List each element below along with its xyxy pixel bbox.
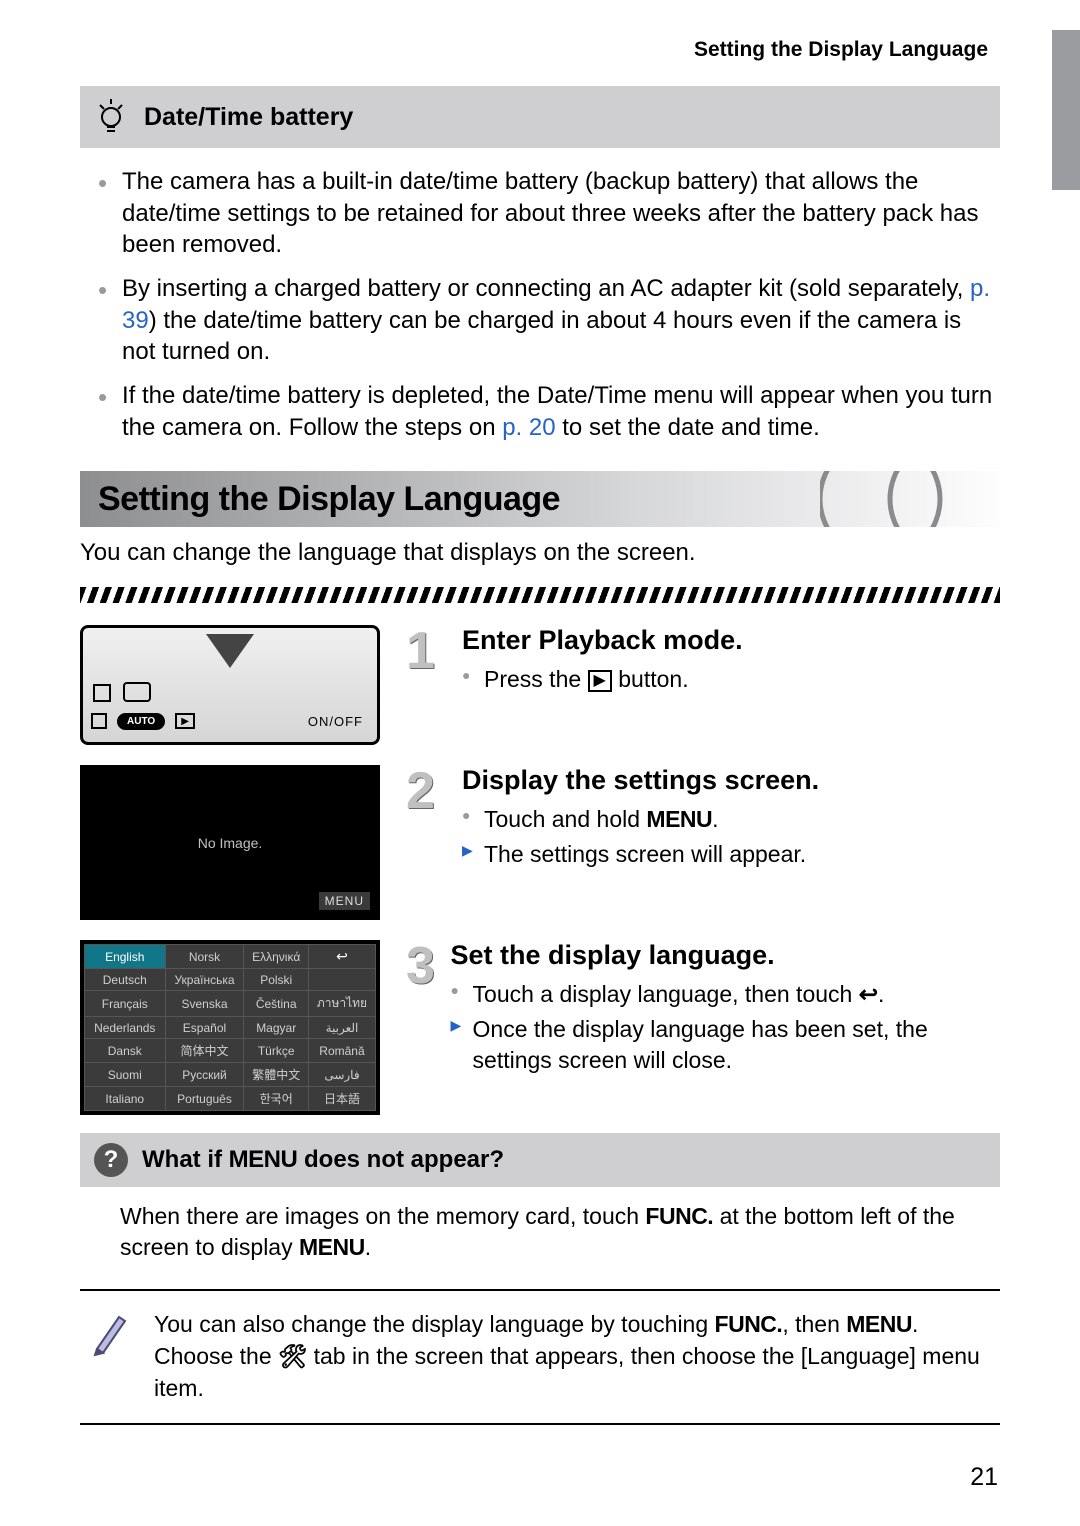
step-line: The settings screen will appear. (462, 839, 819, 870)
section-intro: You can change the language that display… (80, 539, 1000, 567)
language-cell[interactable]: Português (165, 1087, 244, 1111)
language-cell[interactable]: Svenska (165, 991, 244, 1017)
running-header: Setting the Display Language (80, 38, 1000, 62)
language-cell[interactable]: Español (165, 1017, 244, 1039)
step-number: 1 (406, 625, 450, 699)
language-cell[interactable]: Русский (165, 1063, 244, 1087)
menu-label: MENU (319, 892, 370, 910)
question-icon: ? (94, 1143, 128, 1177)
back-icon: ↩ (859, 981, 878, 1007)
tip-bullets: The camera has a built-in date/time batt… (80, 166, 1000, 443)
section-title: Setting the Display Language (98, 480, 560, 519)
step-thumb: No Image. MENU (80, 765, 380, 920)
tip-title: Date/Time battery (144, 103, 353, 132)
language-cell[interactable]: Polski (244, 969, 308, 991)
menu-text-icon: MENU (646, 806, 712, 832)
language-cell[interactable]: فارسی (308, 1063, 375, 1087)
note-row: You can also change the display language… (80, 1289, 1000, 1424)
step-line: Press the ▶ button. (462, 664, 743, 695)
question-title: What if MENU does not appear? (142, 1146, 504, 1174)
language-cell[interactable]: 简体中文 (165, 1039, 244, 1063)
language-cell[interactable]: العربية (308, 1017, 375, 1039)
side-tab (1052, 30, 1080, 190)
step-line: Touch and hold MENU. (462, 804, 819, 835)
note-text: You can also change the display language… (154, 1309, 994, 1404)
step-row: AUTO ▶ ON/OFF 1 Enter Playback mode. Pre… (80, 625, 1000, 745)
language-cell[interactable]: ภาษาไทย (308, 991, 375, 1017)
language-cell[interactable]: 日本語 (308, 1087, 375, 1111)
question-header: ? What if MENU does not appear? (80, 1133, 1000, 1187)
language-cell[interactable]: 한국어 (244, 1087, 308, 1111)
step-row: EnglishNorskΕλληνικά↩DeutschУкраїнськаPo… (80, 940, 1000, 1115)
section-banner: Setting the Display Language (80, 471, 1000, 527)
question-body: When there are images on the memory card… (120, 1201, 994, 1263)
language-cell[interactable]: Deutsch (85, 969, 166, 991)
pencil-icon (86, 1309, 132, 1357)
step-thumb: AUTO ▶ ON/OFF (80, 625, 380, 745)
language-cell[interactable]: 繁體中文 (244, 1063, 308, 1087)
language-cell[interactable]: Română (308, 1039, 375, 1063)
step-number: 2 (406, 765, 450, 874)
step-number: 3 (406, 940, 439, 1080)
language-cell[interactable]: Français (85, 991, 166, 1017)
func-text-icon: FUNC. (645, 1203, 713, 1229)
language-cell[interactable]: Čeština (244, 991, 308, 1017)
menu-text-icon: MENU (299, 1234, 365, 1260)
language-cell[interactable] (308, 969, 375, 991)
language-cell[interactable]: Norsk (165, 945, 244, 969)
tip-bullet: If the date/time battery is depleted, th… (104, 380, 1000, 443)
language-cell[interactable]: Ελληνικά (244, 945, 308, 969)
page-number: 21 (970, 1463, 998, 1492)
language-cell[interactable]: Magyar (244, 1017, 308, 1039)
wrench-icon: 🛠 (278, 1343, 307, 1369)
func-text-icon: FUNC. (715, 1311, 783, 1337)
back-icon[interactable]: ↩ (308, 945, 375, 969)
lightbulb-icon (94, 96, 128, 138)
menu-text-icon: MENU (846, 1311, 912, 1337)
banner-ornament-icon (820, 471, 1000, 527)
language-cell[interactable]: Українська (165, 969, 244, 991)
camera-illustration: AUTO ▶ ON/OFF (80, 625, 380, 745)
language-cell[interactable]: Suomi (85, 1063, 166, 1087)
step-row: No Image. MENU 2 Display the settings sc… (80, 765, 1000, 920)
language-cell[interactable]: Dansk (85, 1039, 166, 1063)
step-title: Set the display language. (451, 940, 1000, 971)
language-cell[interactable]: Italiano (85, 1087, 166, 1111)
tip-bullet: The camera has a built-in date/time batt… (104, 166, 1000, 261)
no-image-screen: No Image. MENU (80, 765, 380, 920)
language-cell[interactable]: Nederlands (85, 1017, 166, 1039)
step-title: Enter Playback mode. (462, 625, 743, 656)
tip-header: Date/Time battery (80, 86, 1000, 148)
tip-bullet: By inserting a charged battery or connec… (104, 273, 1000, 368)
language-cell[interactable]: Türkçe (244, 1039, 308, 1063)
page-link[interactable]: p. 20 (502, 414, 555, 441)
hatched-divider (80, 587, 1000, 603)
playback-icon: ▶ (588, 670, 612, 692)
language-grid: EnglishNorskΕλληνικά↩DeutschУкраїнськаPo… (80, 940, 380, 1115)
step-thumb: EnglishNorskΕλληνικά↩DeutschУкраїнськаPo… (80, 940, 380, 1115)
step-line: Once the display language has been set, … (451, 1014, 1000, 1076)
language-cell[interactable]: English (85, 945, 166, 969)
step-title: Display the settings screen. (462, 765, 819, 796)
step-line: Touch a display language, then touch ↩. (451, 979, 1000, 1010)
